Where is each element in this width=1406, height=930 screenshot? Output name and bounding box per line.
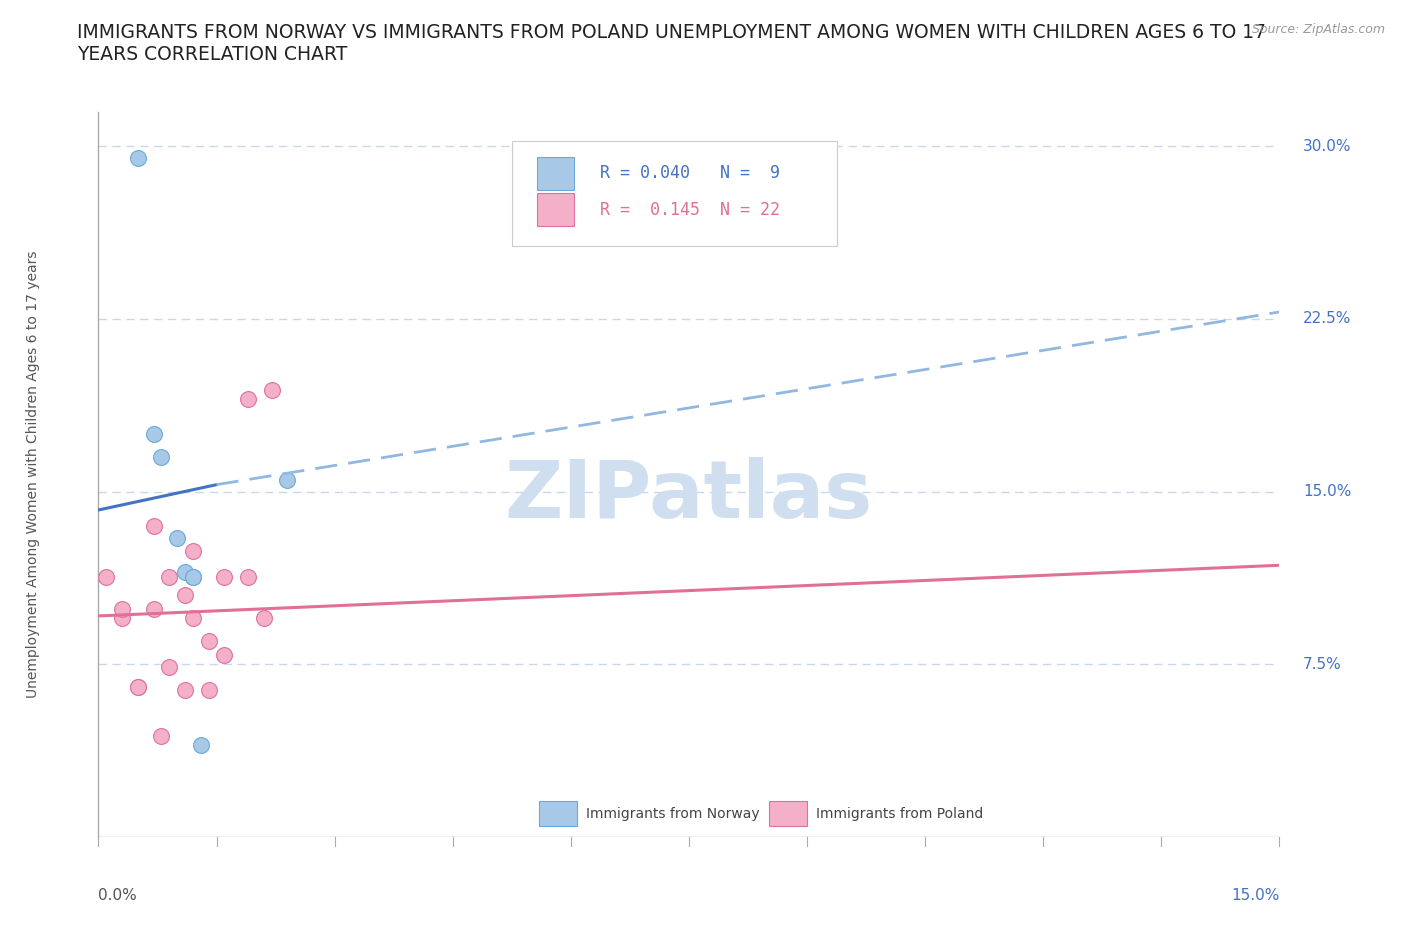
FancyBboxPatch shape: [537, 156, 575, 190]
Point: [253, 611, 276, 626]
Text: Immigrants from Norway: Immigrants from Norway: [586, 807, 759, 821]
Point: [142, 427, 165, 442]
Text: R = 0.040   N =  9: R = 0.040 N = 9: [600, 165, 780, 182]
Point: [150, 728, 173, 743]
Point: [214, 647, 236, 662]
Text: 7.5%: 7.5%: [1303, 657, 1341, 671]
Point: [96, 569, 118, 584]
Point: [150, 449, 173, 464]
Point: [181, 611, 204, 626]
FancyBboxPatch shape: [537, 193, 575, 226]
Text: 15.0%: 15.0%: [1232, 887, 1279, 903]
Text: 22.5%: 22.5%: [1303, 312, 1351, 326]
Point: [236, 392, 259, 407]
Point: [157, 659, 180, 674]
Point: [174, 588, 197, 603]
Point: [174, 683, 197, 698]
Point: [260, 383, 283, 398]
Point: [111, 602, 134, 617]
Point: [142, 519, 165, 534]
Point: [174, 565, 197, 579]
Point: [127, 680, 149, 695]
Text: Immigrants from Poland: Immigrants from Poland: [817, 807, 984, 821]
Text: 15.0%: 15.0%: [1303, 485, 1351, 499]
FancyBboxPatch shape: [769, 802, 807, 826]
Point: [214, 569, 236, 584]
Point: [181, 569, 204, 584]
FancyBboxPatch shape: [538, 802, 576, 826]
Point: [181, 569, 204, 584]
Point: [190, 737, 212, 752]
Text: IMMIGRANTS FROM NORWAY VS IMMIGRANTS FROM POLAND UNEMPLOYMENT AMONG WOMEN WITH C: IMMIGRANTS FROM NORWAY VS IMMIGRANTS FRO…: [77, 23, 1267, 64]
Point: [157, 569, 180, 584]
Text: R =  0.145  N = 22: R = 0.145 N = 22: [600, 201, 780, 219]
Point: [166, 530, 188, 545]
Point: [142, 602, 165, 617]
Point: [127, 151, 149, 166]
Text: Unemployment Among Women with Children Ages 6 to 17 years: Unemployment Among Women with Children A…: [27, 250, 41, 698]
Point: [111, 611, 134, 626]
Text: ZIPatlas: ZIPatlas: [505, 457, 873, 535]
Point: [197, 634, 219, 649]
Point: [181, 544, 204, 559]
Text: 30.0%: 30.0%: [1303, 139, 1351, 153]
Text: 0.0%: 0.0%: [98, 887, 138, 903]
Point: [197, 683, 219, 698]
Point: [236, 569, 259, 584]
Text: Source: ZipAtlas.com: Source: ZipAtlas.com: [1251, 23, 1385, 36]
FancyBboxPatch shape: [512, 140, 837, 246]
Point: [127, 680, 149, 695]
Point: [276, 472, 298, 487]
